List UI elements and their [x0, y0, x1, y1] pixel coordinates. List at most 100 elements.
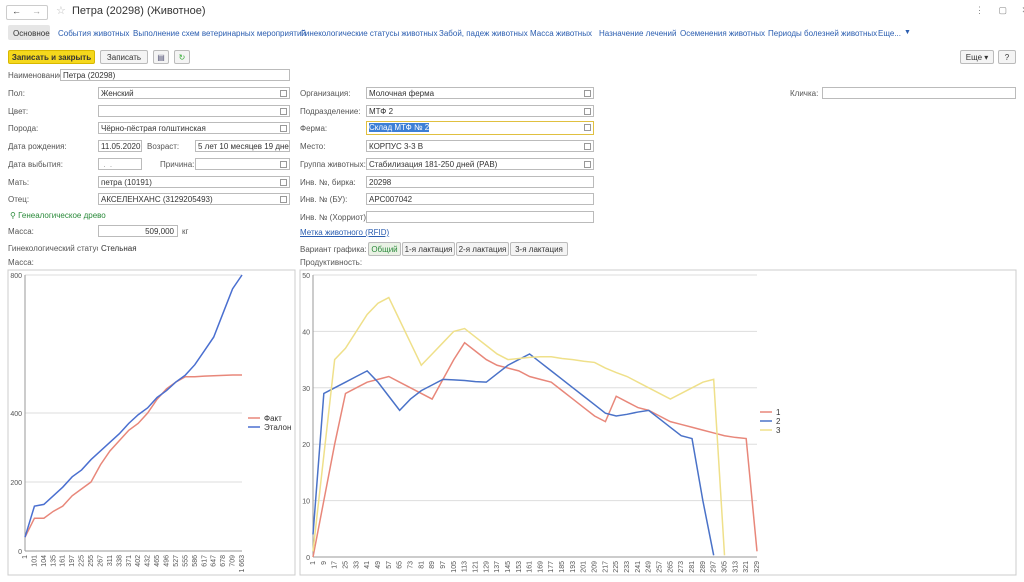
y-tick-label: 50 [302, 273, 310, 280]
x-tick-label: 496 [164, 555, 171, 567]
post-icon-button[interactable]: ▤ [153, 50, 169, 64]
save-button[interactable]: Записать [100, 50, 148, 64]
tab[interactable]: Масса животных [530, 29, 592, 38]
inv-tag-input[interactable]: 20298 [366, 176, 594, 188]
genealogy-link[interactable]: ⚲ Генеалогическое древо [10, 211, 106, 220]
x-tick-label: 185 [559, 561, 566, 573]
x-tick-label: 73 [407, 561, 414, 569]
x-tick-label: 647 [211, 555, 218, 567]
more-label: Еще [965, 53, 983, 62]
place-input[interactable]: КОРПУС 3-3 В [366, 140, 594, 152]
name-input[interactable]: Петра (20298) [60, 69, 290, 81]
x-tick-label: 105 [451, 561, 458, 573]
tab[interactable]: Забой, падеж животных [439, 29, 528, 38]
x-tick-label: 33 [353, 561, 360, 569]
rfid-link[interactable]: Метка животного (RFID) [300, 228, 390, 237]
legend-label: 1 [776, 408, 781, 417]
x-tick-label: 233 [624, 561, 631, 573]
x-tick-label: 177 [548, 561, 555, 573]
x-tick-label: 432 [145, 555, 152, 567]
chart-title: Продуктивность: [300, 258, 362, 267]
org-input[interactable]: Молочная ферма [366, 87, 594, 99]
legend-label: Факт [264, 414, 282, 423]
field-label: Ферма: [300, 124, 328, 133]
tab[interactable]: Еще... [878, 29, 901, 38]
nav-buttons[interactable]: ← → [6, 5, 48, 20]
x-tick-label: 321 [743, 561, 750, 573]
group-input[interactable]: Стабилизация 181-250 дней (РАВ) [366, 158, 594, 170]
x-tick-label: 81 [418, 561, 425, 569]
y-tick-label: 0 [18, 549, 22, 556]
inv-h-input[interactable] [366, 211, 594, 223]
tab[interactable]: Основное [13, 29, 50, 38]
x-tick-label: 257 [657, 561, 664, 573]
gyn-status: Стельная [98, 242, 290, 254]
mother-input[interactable]: петра (10191) [98, 176, 290, 188]
x-tick-label: 255 [88, 555, 95, 567]
x-tick-label: 137 [494, 561, 501, 573]
tab[interactable]: Выполнение схем ветеринарных мероприятий [133, 29, 306, 38]
x-tick-label: 49 [375, 561, 382, 569]
x-tick-label: 281 [689, 561, 696, 573]
reason-input[interactable] [195, 158, 290, 170]
field-label: Гинекологический статус: [8, 244, 103, 253]
field-label: Возраст: [147, 142, 180, 151]
favorite-star[interactable]: ☆ [56, 5, 66, 17]
tab[interactable]: Назначение лечений [599, 29, 677, 38]
dept-input[interactable]: МТФ 2 [366, 105, 594, 117]
tab[interactable]: Гинекологические статусы животных [301, 29, 438, 38]
link-text: Генеалогическое древо [18, 211, 106, 220]
x-tick-label: 305 [722, 561, 729, 573]
birth-input[interactable]: 11.05.2020 [98, 140, 142, 152]
field-label: Инв. № (Хорриот): [300, 213, 369, 222]
series-line [24, 274, 243, 538]
leave-input[interactable]: . . [98, 158, 142, 170]
more-button[interactable]: Еще ▾ [960, 50, 994, 64]
variant-option[interactable]: 1-я лактация [402, 242, 455, 256]
window-controls[interactable]: ⋮ ▢ ✕ [975, 5, 1024, 15]
refresh-button[interactable]: ↻ [174, 50, 190, 64]
x-tick-label: 617 [201, 555, 208, 567]
mass-input[interactable]: 509,000 [98, 225, 178, 237]
x-tick-label: 169 [537, 561, 544, 573]
father-input[interactable]: АКСЕЛЕНХАНС (3129205493) [98, 193, 290, 205]
farm-input[interactable]: Склад МТФ № 2 [366, 121, 594, 135]
y-tick-label: 400 [10, 411, 22, 418]
variant-option[interactable]: 3-я лактация [510, 242, 568, 256]
x-tick-label: 709 [230, 555, 237, 567]
variant-option[interactable]: Общий [368, 242, 401, 256]
field-label: Мать: [8, 178, 30, 187]
x-tick-label: 193 [570, 561, 577, 573]
inv-bu-input[interactable]: АРС007042 [366, 193, 594, 205]
field-value: МТФ 2 [369, 107, 394, 116]
x-tick-label: 101 [31, 555, 38, 567]
y-tick-label: 800 [10, 273, 22, 280]
breed-input[interactable]: Чёрно-пёстрая голштинская [98, 122, 290, 134]
chart-frame [299, 269, 1017, 576]
x-tick-label: 1 663 [239, 555, 246, 573]
field-label: Пол: [8, 89, 25, 98]
tab[interactable]: События животных [58, 29, 130, 38]
tab[interactable]: Осеменения животных [680, 29, 766, 38]
nick-input[interactable] [822, 87, 1016, 99]
x-tick-label: 402 [135, 555, 142, 567]
field-value: КОРПУС 3-3 В [369, 142, 424, 151]
x-tick-label: 104 [41, 555, 48, 567]
x-tick-label: 161 [527, 561, 534, 573]
field-label: Кличка: [790, 89, 819, 98]
x-tick-label: 113 [462, 561, 469, 572]
save-close-button[interactable]: Записать и закрыть [8, 50, 95, 64]
x-tick-label: 289 [700, 561, 707, 573]
tab[interactable]: Периоды болезней животных [768, 29, 878, 38]
field-value: Склад МТФ № 2 [369, 123, 430, 132]
color-input[interactable] [98, 105, 290, 117]
variant-option[interactable]: 2-я лактация [456, 242, 509, 256]
help-button[interactable]: ? [998, 50, 1016, 64]
field-label: Инв. № (БУ): [300, 195, 348, 204]
x-tick-label: 555 [182, 555, 189, 567]
sex-input[interactable]: Женский [98, 87, 290, 99]
x-tick-label: 249 [646, 561, 653, 573]
x-tick-label: 329 [754, 561, 761, 573]
series-line [312, 296, 726, 556]
